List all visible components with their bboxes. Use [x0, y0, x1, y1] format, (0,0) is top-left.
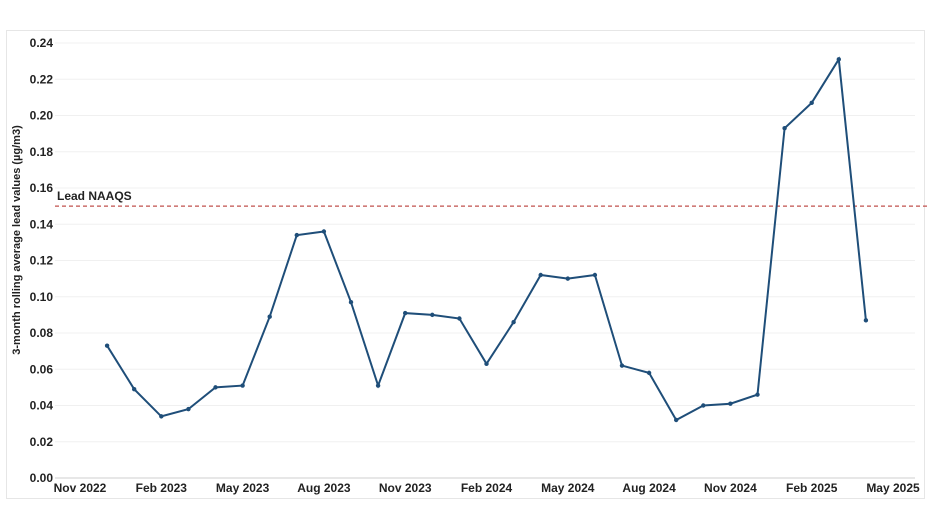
- data-point: [213, 385, 218, 390]
- data-point: [159, 414, 164, 419]
- y-tick-label: 0.14: [30, 217, 54, 231]
- data-point: [836, 57, 841, 62]
- data-point: [321, 229, 327, 234]
- data-point: [186, 406, 191, 412]
- data-point: [755, 392, 760, 397]
- data-point: [592, 272, 598, 278]
- x-tick-label: May 2024: [541, 481, 595, 495]
- naaqs-reference-label: Lead NAAQS: [57, 189, 132, 203]
- y-axis-ticks: 0.00 0.02 0.04 0.06 0.08 0.10 0.12 0.14 0.16 0.18…: [30, 36, 54, 485]
- y-tick-label: 0.22: [30, 72, 54, 86]
- data-series: [104, 56, 869, 423]
- y-tick-label: 0.02: [30, 435, 54, 449]
- data-point: [294, 232, 299, 238]
- data-point: [104, 343, 110, 348]
- x-tick-label: Nov 2022: [54, 481, 107, 495]
- chart-frame: [6, 30, 925, 499]
- data-point: [728, 401, 733, 406]
- x-tick-label: Aug 2024: [622, 481, 676, 495]
- y-tick-label: 0.18: [30, 145, 54, 159]
- data-point: [511, 319, 516, 325]
- data-point: [132, 386, 137, 392]
- data-point: [863, 318, 869, 323]
- data-point: [674, 417, 679, 423]
- data-point: [619, 363, 625, 368]
- data-point: [403, 310, 408, 316]
- x-tick-label: Feb 2025: [786, 481, 838, 495]
- data-point: [430, 312, 435, 318]
- x-tick-label: May 2023: [216, 481, 270, 495]
- y-tick-label: 0.10: [30, 290, 54, 304]
- data-point: [701, 403, 706, 408]
- x-axis-ticks: Nov 2022 Feb 2023 May 2023 Aug 2023 Nov 2023…: [54, 481, 920, 495]
- x-tick-label: Feb 2024: [461, 481, 513, 495]
- x-tick-label: May 2025: [866, 481, 920, 495]
- y-axis-label: 3-month rolling average lead values (µg/…: [11, 125, 23, 355]
- data-point: [267, 314, 272, 319]
- data-point: [240, 383, 245, 388]
- x-tick-label: Nov 2024: [704, 481, 757, 495]
- data-point: [457, 316, 462, 321]
- data-point: [484, 361, 489, 367]
- y-tick-label: 0.24: [30, 36, 54, 50]
- gridlines: [55, 42, 915, 443]
- x-tick-label: Feb 2023: [136, 481, 188, 495]
- data-point: [538, 272, 543, 278]
- data-point: [809, 100, 814, 106]
- y-tick-label: 0.16: [30, 181, 54, 195]
- x-tick-label: Aug 2023: [297, 481, 351, 495]
- data-point: [646, 370, 652, 376]
- y-tick-label: 0.20: [30, 109, 54, 123]
- x-tick-label: Nov 2023: [379, 481, 432, 495]
- y-tick-label: 0.04: [30, 399, 54, 413]
- data-point: [375, 383, 381, 388]
- data-point: [565, 276, 570, 281]
- y-tick-label: 0.08: [30, 326, 54, 340]
- data-point: [348, 299, 354, 305]
- data-point: [782, 125, 787, 131]
- y-tick-label: 0.00: [30, 471, 54, 485]
- y-tick-label: 0.06: [30, 362, 54, 376]
- y-tick-label: 0.12: [30, 254, 54, 268]
